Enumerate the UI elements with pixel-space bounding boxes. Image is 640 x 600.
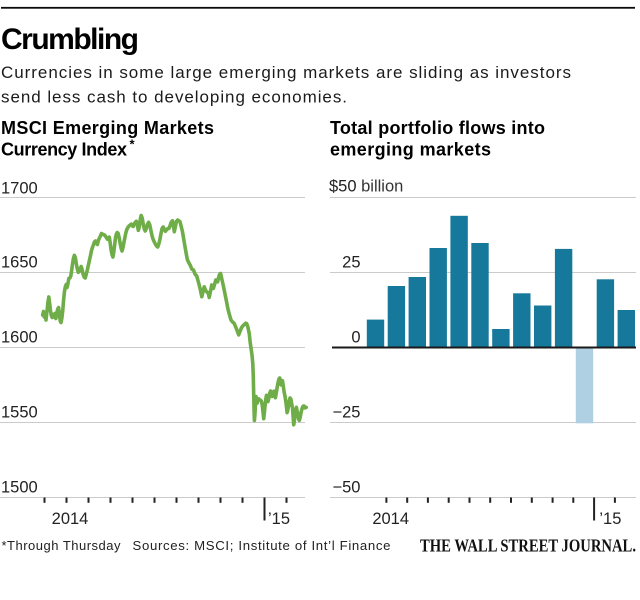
svg-text:Currency Index: Currency Index bbox=[1, 140, 127, 160]
svg-text:1600: 1600 bbox=[1, 329, 38, 347]
svg-text:0: 0 bbox=[351, 329, 360, 347]
svg-text:1500: 1500 bbox=[1, 479, 38, 497]
svg-text:Crumbling: Crumbling bbox=[1, 23, 139, 56]
svg-text:−25: −25 bbox=[333, 404, 361, 422]
svg-text:2014: 2014 bbox=[52, 510, 89, 528]
svg-text:*: * bbox=[130, 137, 136, 152]
svg-text:’15: ’15 bbox=[599, 510, 621, 528]
svg-text:25: 25 bbox=[342, 254, 360, 272]
svg-text:Currencies in some large emerg: Currencies in some large emerging market… bbox=[1, 63, 571, 82]
svg-text:Total portfolio flows into: Total portfolio flows into bbox=[330, 118, 545, 138]
svg-text:THE WALL STREET JOURNAL.: THE WALL STREET JOURNAL. bbox=[420, 536, 636, 556]
svg-text:1550: 1550 bbox=[1, 404, 38, 422]
svg-text:2014: 2014 bbox=[372, 510, 409, 528]
svg-text:Sources: MSCI; Institute of In: Sources: MSCI; Institute of Int’l Financ… bbox=[133, 538, 391, 553]
svg-text:−50: −50 bbox=[333, 479, 361, 497]
svg-text:emerging markets: emerging markets bbox=[330, 140, 491, 160]
svg-text:’15: ’15 bbox=[268, 510, 290, 528]
svg-text:$50 billion: $50 billion bbox=[329, 178, 403, 196]
svg-text:1700: 1700 bbox=[1, 180, 38, 198]
svg-text:send less cash to developing e: send less cash to developing economies. bbox=[1, 88, 347, 107]
svg-text:*Through Thursday: *Through Thursday bbox=[2, 538, 122, 553]
svg-text:MSCI Emerging Markets: MSCI Emerging Markets bbox=[1, 118, 214, 138]
svg-text:1650: 1650 bbox=[1, 254, 38, 272]
